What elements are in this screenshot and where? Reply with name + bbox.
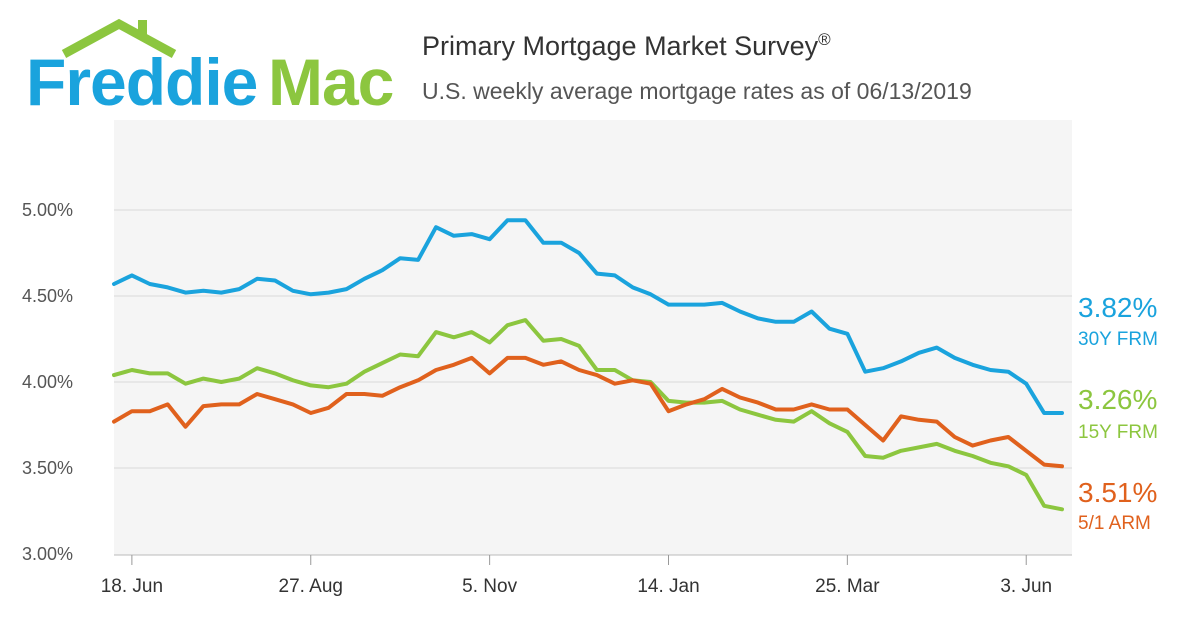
y-tick-label: 5.00% bbox=[22, 200, 73, 220]
series-line-5-1-arm bbox=[112, 355, 1064, 469]
series-end-value: 3.51% bbox=[1078, 477, 1157, 508]
series-end-name: 30Y FRM bbox=[1078, 329, 1158, 350]
chart-title: Primary Mortgage Market Survey® bbox=[422, 30, 831, 62]
chart-title-text: Primary Mortgage Market Survey bbox=[422, 31, 819, 61]
series-end-value: 3.82% bbox=[1078, 292, 1157, 323]
y-tick-label: 3.50% bbox=[22, 458, 73, 478]
chart-subtitle: U.S. weekly average mortgage rates as of… bbox=[422, 78, 972, 104]
y-tick-label: 3.00% bbox=[22, 544, 73, 564]
y-tick-label: 4.50% bbox=[22, 286, 73, 306]
logo-word-freddie: Freddie bbox=[26, 45, 258, 119]
plot-area bbox=[114, 120, 1072, 555]
x-tick-label: 14. Jan bbox=[637, 576, 699, 597]
series-end-name: 15Y FRM bbox=[1078, 422, 1158, 443]
house-roof-icon bbox=[61, 18, 177, 58]
series-line-30y-frm bbox=[112, 218, 1064, 415]
registered-mark: ® bbox=[818, 30, 831, 49]
series-end-name: 5/1 ARM bbox=[1078, 513, 1151, 534]
series-line-15y-frm bbox=[112, 318, 1064, 512]
x-tick-label: 27. Aug bbox=[279, 576, 343, 597]
freddie-mac-logo: Freddie Mac bbox=[22, 14, 394, 119]
series-end-value: 3.26% bbox=[1078, 384, 1157, 415]
y-tick-label: 4.00% bbox=[22, 372, 73, 392]
x-tick-label: 5. Nov bbox=[462, 576, 517, 597]
x-tick-label: 18. Jun bbox=[101, 576, 163, 597]
x-tick-label: 3. Jun bbox=[1000, 576, 1052, 597]
logo-word-mac: Mac bbox=[268, 45, 394, 119]
x-tick-label: 25. Mar bbox=[815, 576, 880, 597]
